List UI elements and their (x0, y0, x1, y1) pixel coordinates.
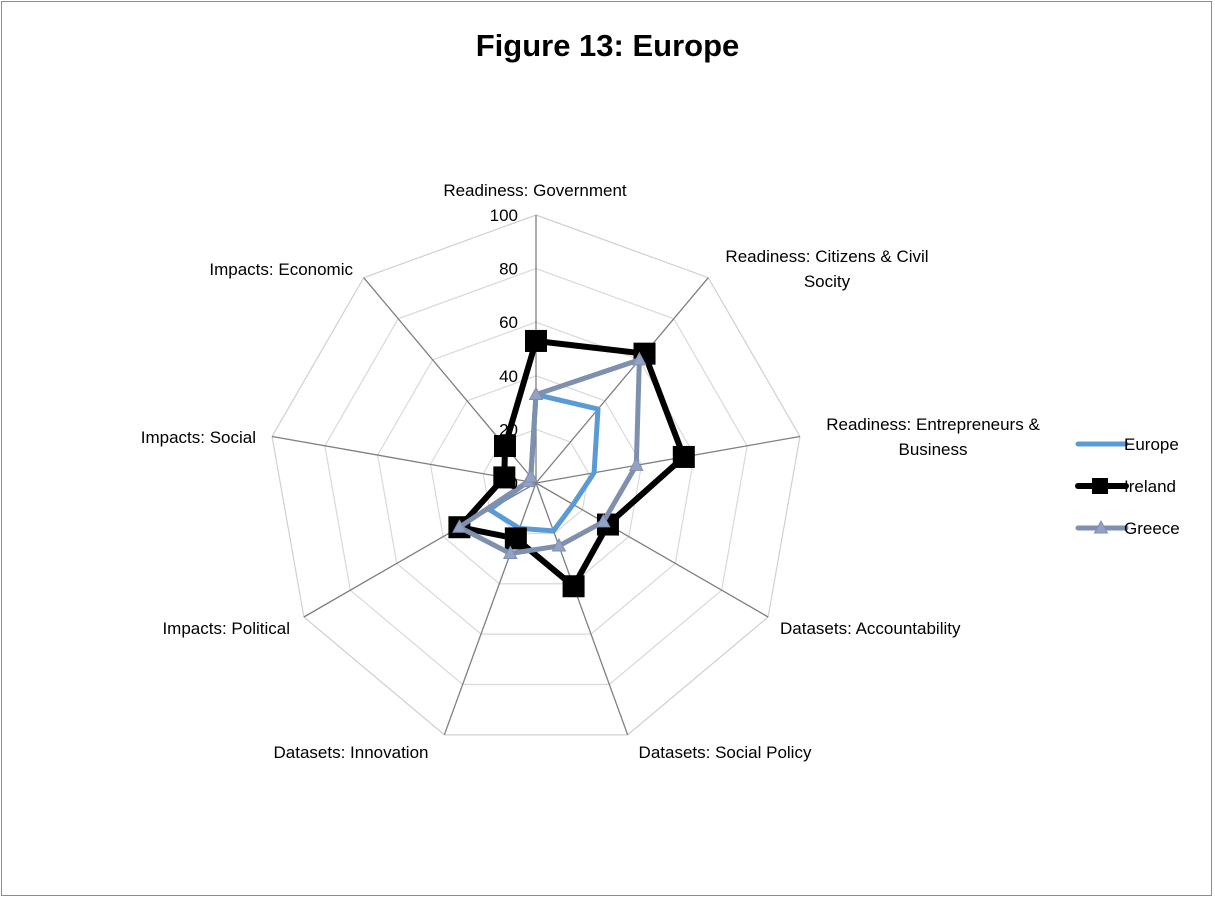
legend-item-europe: Europe (1075, 435, 1179, 454)
category-label-line: Socity (804, 272, 851, 291)
tick-label-40: 40 (499, 367, 518, 386)
category-label-line: Readiness: Entrepreneurs & (826, 415, 1040, 434)
category-label-line: Datasets: Social Policy (639, 743, 812, 762)
category-label-4: Datasets: Social Policy (639, 743, 812, 762)
tick-label-60: 60 (499, 313, 518, 332)
greece-point-6 (452, 519, 467, 533)
category-label-line: Business (899, 440, 968, 459)
category-label-6: Impacts: Political (162, 619, 290, 638)
legend-item-ireland: Ireland (1075, 477, 1176, 496)
legend-marker-greece (1093, 519, 1109, 534)
ireland-point-0 (525, 329, 547, 352)
gridline-40 (429, 375, 643, 585)
ireland-point-4 (562, 575, 585, 598)
spoke-5 (443, 482, 537, 736)
tick-label-0: 0 (509, 474, 518, 493)
greece-point-1 (632, 351, 647, 366)
tick-label-80: 80 (499, 260, 518, 279)
greece-point-4 (551, 537, 567, 552)
legend-label-europe: Europe (1124, 435, 1179, 454)
category-label-8: Impacts: Economic (209, 260, 353, 279)
category-label-1: Readiness: Citizens & Civil Socity (725, 247, 928, 291)
ireland-point-5 (504, 527, 527, 550)
radial-tick-labels: 0 20 40 60 80 100 (490, 206, 518, 493)
gridline-100 (271, 214, 801, 736)
radar-series (448, 329, 695, 598)
spoke-7 (271, 435, 537, 484)
ireland-point-2 (672, 445, 695, 468)
ireland-line (456, 337, 687, 590)
spoke-4 (535, 482, 629, 736)
gridline-80 (324, 267, 748, 686)
category-label-5: Datasets: Innovation (274, 743, 429, 762)
greece-point-2 (628, 457, 644, 471)
radar-grid (271, 214, 801, 736)
legend-item-greece: Greece (1075, 519, 1180, 538)
category-label-line: Datasets: Accountability (780, 619, 961, 638)
category-label-2: Readiness: Entrepreneurs & Business (826, 415, 1040, 459)
category-label-line: Datasets: Innovation (274, 743, 429, 762)
category-label-3: Datasets: Accountability (780, 619, 961, 638)
ireland-point-7 (493, 466, 516, 489)
category-labels: Readiness: Government Readiness: Citizens… (141, 181, 1041, 762)
legend-marker-ireland (1092, 478, 1108, 494)
greece-point-0 (528, 386, 544, 401)
greece-point-3 (595, 513, 611, 528)
category-label-line: Readiness: Government (443, 181, 627, 200)
category-label-line: Impacts: Economic (209, 260, 353, 279)
series-ireland (448, 329, 695, 598)
tick-label-20: 20 (499, 420, 518, 439)
spoke-1 (535, 277, 709, 484)
category-label-line: Impacts: Social (141, 428, 256, 447)
series-greece (452, 351, 647, 560)
greece-point-8 (523, 468, 539, 483)
legend-label-greece: Greece (1124, 519, 1180, 538)
greece-point-5 (502, 545, 518, 560)
gridline-20 (482, 428, 590, 534)
spoke-2 (535, 435, 801, 484)
legend-label-ireland: Ireland (1124, 477, 1176, 496)
category-label-line: Impacts: Political (162, 619, 290, 638)
category-label-0: Readiness: Government (443, 181, 627, 200)
category-label-7: Impacts: Social (141, 428, 256, 447)
category-label-line: Readiness: Citizens & Civil (725, 247, 928, 266)
chart-title: Figure 13: Europe (475, 28, 740, 63)
legend: Europe Ireland Greece (1075, 435, 1180, 538)
tick-label-100: 100 (490, 206, 518, 225)
ireland-point-8 (493, 435, 516, 458)
